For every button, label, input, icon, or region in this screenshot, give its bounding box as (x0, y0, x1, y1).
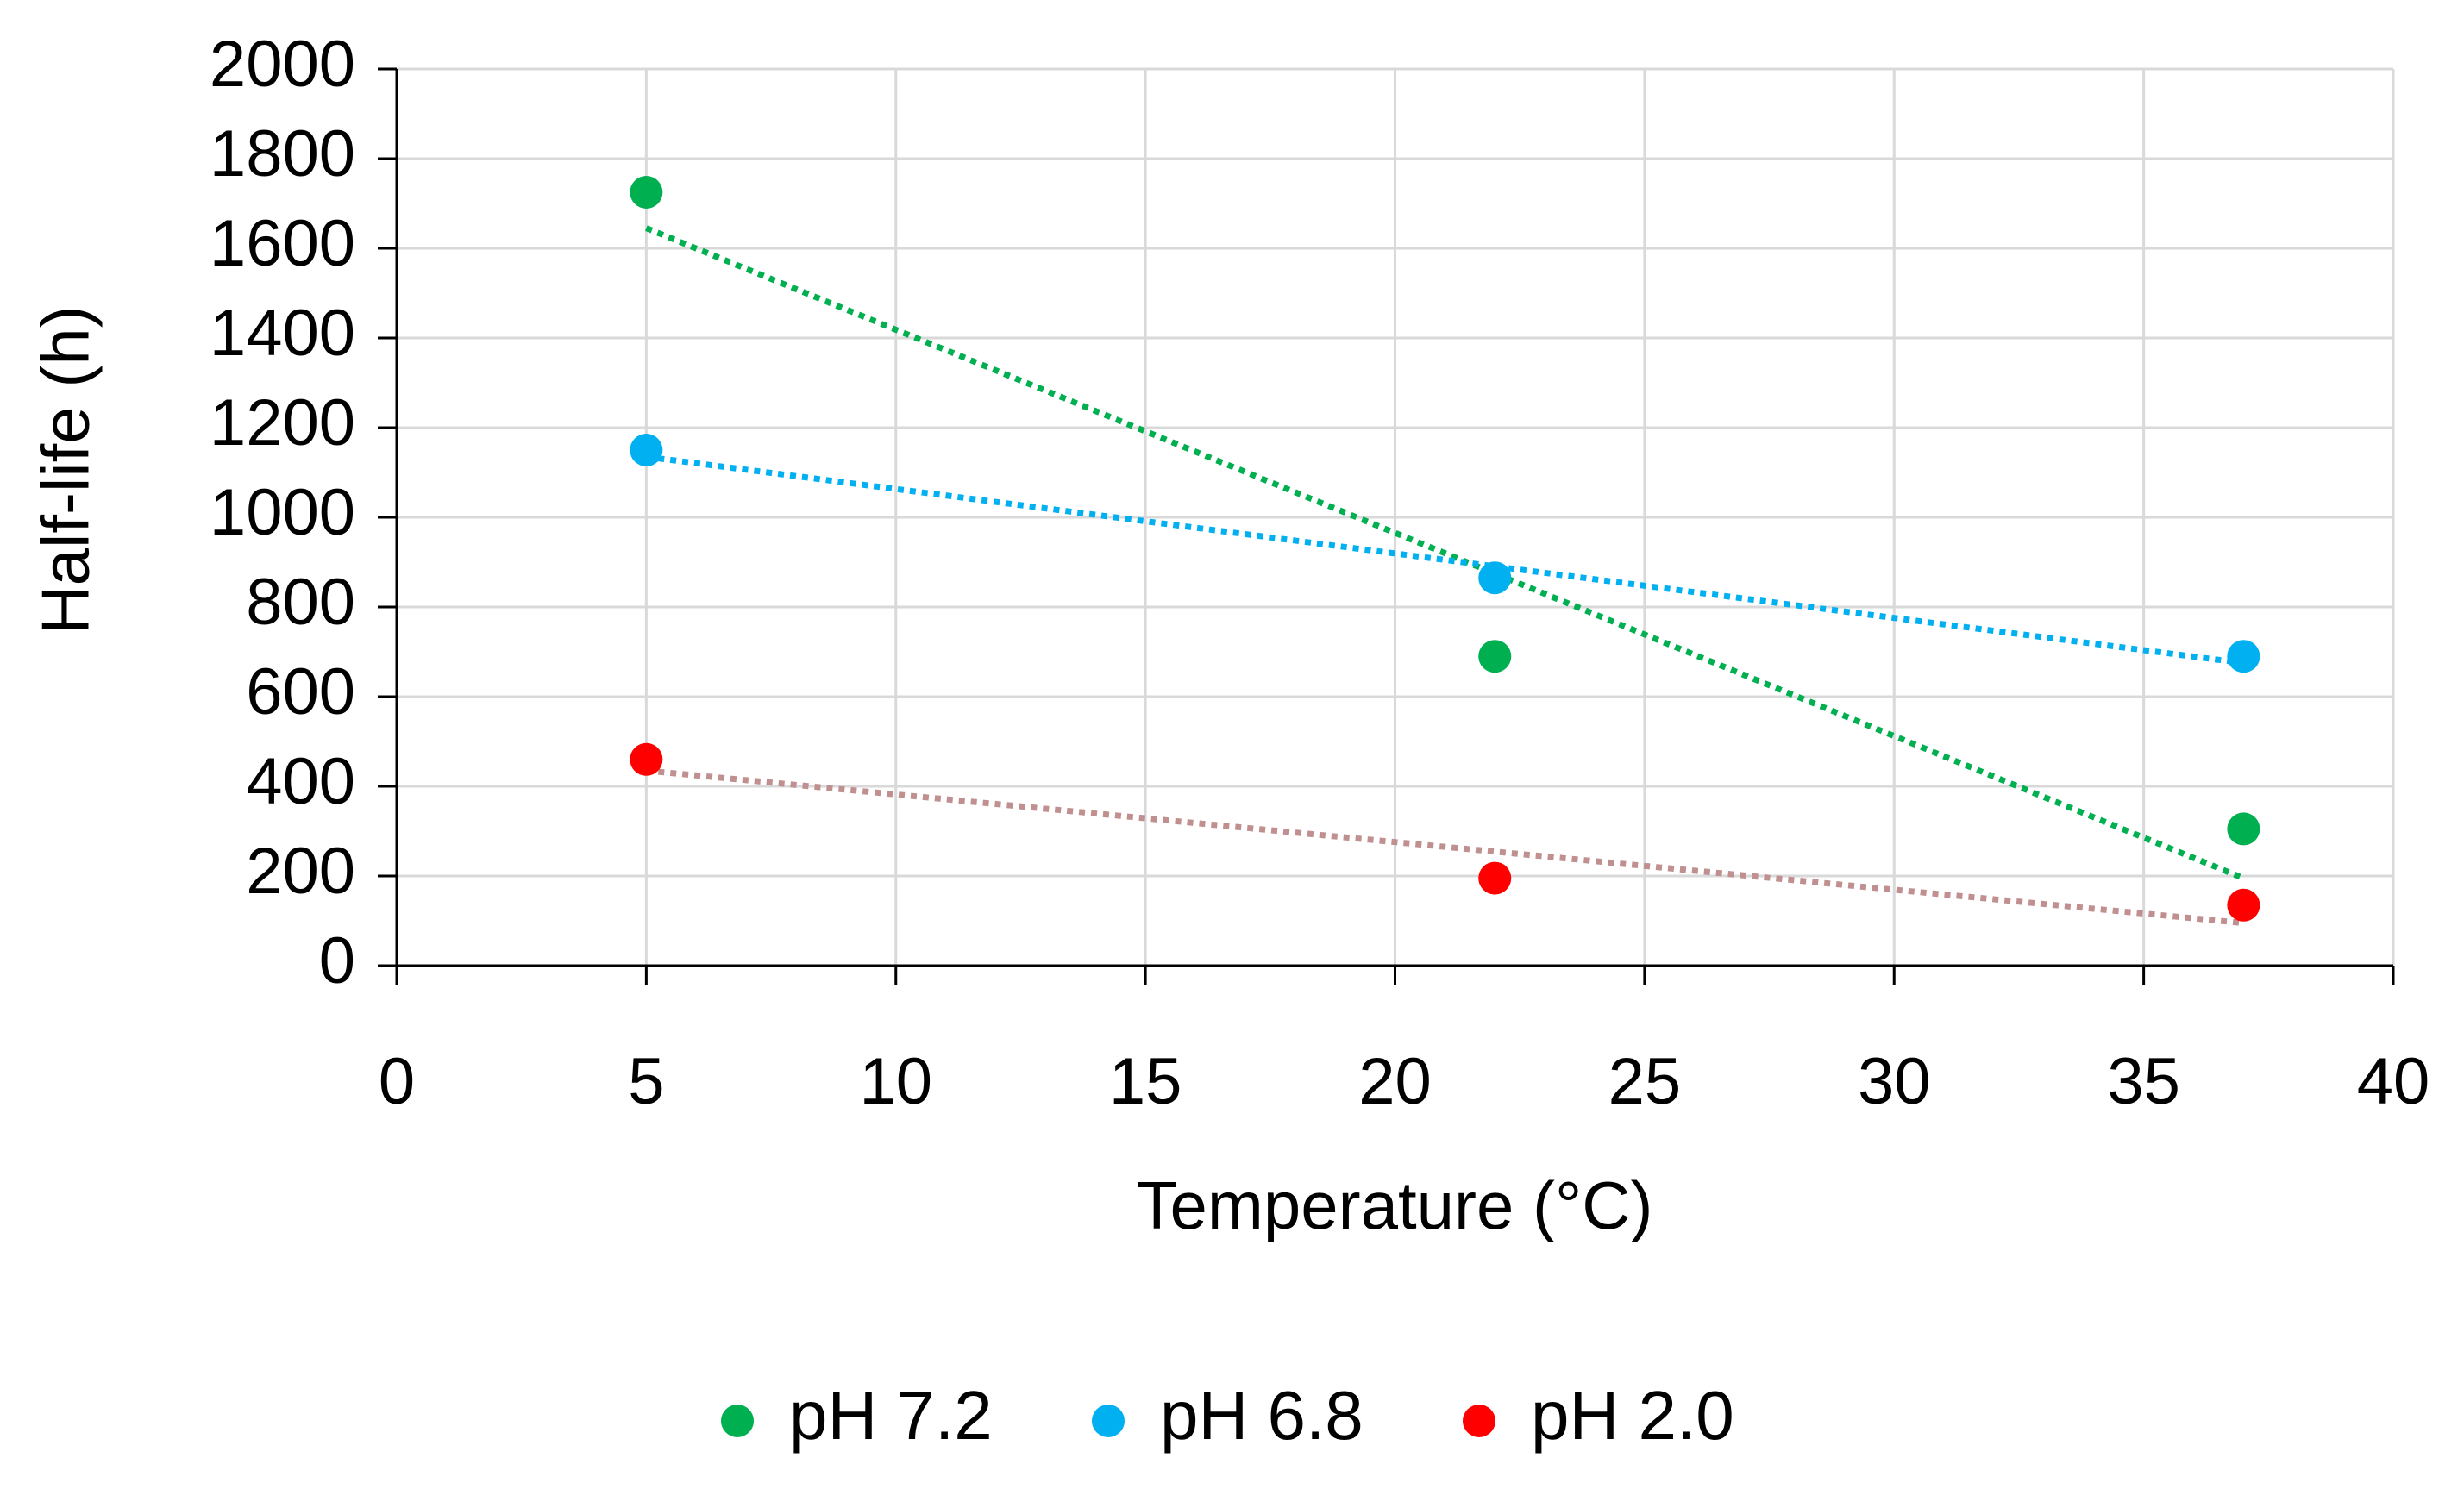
x-tick-label: 35 (2107, 1045, 2180, 1118)
point-series-2 (630, 742, 663, 776)
x-tick-label: 5 (628, 1045, 664, 1118)
y-axis-tick-labels: 0 200 400 600 800 1000 1200 1400 1600 1800 2000 (210, 28, 355, 998)
legend: pH 7.2 pH 6.8 pH 2.0 (721, 1377, 1734, 1454)
x-tick-label: 15 (1109, 1045, 1182, 1118)
trendline-series-2 (646, 767, 2244, 927)
y-tick-label: 400 (246, 745, 355, 818)
point-series-2 (1478, 861, 1512, 895)
trendline-series-1 (645, 454, 2244, 666)
point-series-0 (1478, 640, 1512, 673)
x-axis-tick-labels: 0 5 10 15 20 25 30 35 40 (379, 1045, 2430, 1118)
x-axis-title: Temperature (°C) (1136, 1167, 1652, 1243)
legend-marker-series-1 (1092, 1405, 1125, 1437)
y-tick-label: 1400 (210, 297, 355, 370)
y-tick-label: 600 (246, 655, 355, 729)
legend-marker-series-2 (1463, 1405, 1495, 1437)
axes (378, 67, 2395, 985)
y-axis-title: Half-life (h) (28, 305, 103, 634)
trendline-series-0 (645, 225, 2245, 881)
x-tick-label: 25 (1608, 1045, 1682, 1118)
gridlines (397, 67, 2395, 966)
y-tick-label: 1600 (210, 207, 355, 280)
data-points (630, 176, 2260, 922)
legend-label-series-2: pH 2.0 (1531, 1377, 1734, 1454)
y-tick-label: 800 (246, 566, 355, 639)
y-tick-label: 200 (246, 835, 355, 908)
point-series-0 (630, 176, 663, 209)
legend-marker-series-0 (721, 1405, 754, 1437)
x-tick-label: 0 (379, 1045, 415, 1118)
trendlines (645, 225, 2245, 927)
point-series-1 (630, 434, 663, 466)
point-series-1 (2227, 640, 2260, 673)
y-tick-label: 1000 (210, 476, 355, 549)
y-tick-label: 1200 (210, 386, 355, 460)
point-series-0 (2227, 812, 2260, 846)
legend-label-series-1: pH 6.8 (1160, 1377, 1364, 1454)
y-tick-label: 0 (319, 924, 355, 998)
x-tick-label: 40 (2357, 1045, 2430, 1118)
x-tick-label: 20 (1358, 1045, 1432, 1118)
legend-label-series-0: pH 7.2 (789, 1377, 993, 1454)
point-series-1 (1478, 561, 1512, 595)
point-series-2 (2227, 888, 2260, 922)
y-tick-label: 1800 (210, 117, 355, 191)
x-tick-label: 30 (1858, 1045, 1931, 1118)
x-tick-label: 10 (859, 1045, 932, 1118)
y-tick-label: 2000 (210, 28, 355, 101)
